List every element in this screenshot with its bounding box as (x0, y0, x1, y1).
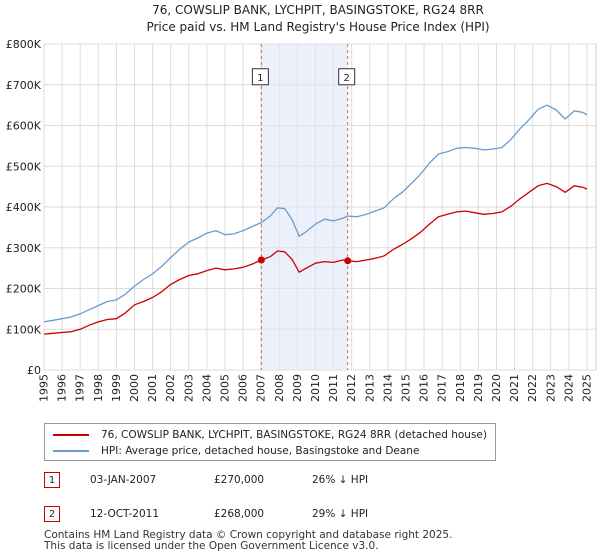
x-tick-label: 2003 (182, 374, 195, 402)
x-axis: 1995 1996 1997 1998 1999 2000 2001 2002 2003 2004… (38, 374, 594, 402)
x-tick-label: 2016 (418, 374, 431, 402)
legend-label-property: 76, COWSLIP BANK, LYCHPIT, BASINGSTOKE, … (101, 429, 487, 441)
series-line-property (43, 182, 588, 335)
sale-label-2: 2 (344, 73, 350, 84)
sale-label-box-2 (338, 68, 356, 86)
sale-date: 03-JAN-2007 (90, 474, 157, 486)
y-tick-label: £100K (6, 323, 42, 336)
x-tick-label: 1996 (56, 374, 69, 402)
sale-label-1: 1 (257, 73, 263, 84)
x-tick-label: 2005 (218, 374, 231, 402)
y-tick-label: £800K (6, 38, 42, 51)
x-tick-label: 2006 (237, 374, 250, 402)
x-tick-label: 1995 (38, 374, 51, 402)
x-tick-label: 2000 (128, 374, 141, 402)
sale-number-badge: 1 (44, 472, 60, 488)
x-tick-label: 2025 (580, 374, 593, 402)
x-tick-label: 2013 (363, 374, 376, 402)
x-tick-label: 2017 (436, 374, 449, 402)
x-tick-label: 2020 (490, 374, 503, 402)
sale-price: £270,000 (214, 474, 265, 486)
legend-swatch-property (53, 434, 89, 436)
x-tick-label: 1998 (92, 374, 105, 402)
x-tick-label: 2007 (255, 374, 268, 402)
sale-price: £268,000 (214, 508, 265, 520)
grid (43, 43, 596, 371)
chart-title: 76, COWSLIP BANK, LYCHPIT, BASINGSTOKE, … (152, 3, 484, 17)
y-tick-label: £0 (27, 364, 41, 377)
legend-item-property: 76, COWSLIP BANK, LYCHPIT, BASINGSTOKE, … (53, 427, 487, 443)
y-axis: £0 £100K £200K £300K £400K £500K £600K £700K £80… (6, 38, 42, 377)
y-tick-label: £200K (6, 283, 42, 296)
y-tick-label: £300K (6, 242, 42, 255)
footer-licence: This data is licensed under the Open Gov… (44, 540, 379, 552)
x-tick-label: 2023 (544, 374, 557, 402)
x-tick-label: 2012 (345, 374, 358, 402)
x-tick-label: 2014 (381, 374, 394, 402)
footer-copyright: Contains HM Land Registry data © Crown c… (44, 529, 453, 541)
sale-date: 12-OCT-2011 (90, 508, 159, 520)
x-tick-label: 2002 (164, 374, 177, 402)
x-tick-label: 1999 (110, 374, 123, 402)
sale-label-box-1 (251, 68, 269, 86)
x-tick-label: 2008 (273, 374, 286, 402)
legend-label-hpi: HPI: Average price, detached house, Basi… (101, 445, 420, 457)
x-tick-label: 2022 (526, 374, 539, 402)
series-line-hpi (43, 104, 588, 323)
sale-hpi-diff: 29% ↓ HPI (312, 508, 369, 520)
x-tick-label: 2024 (562, 374, 575, 402)
sale-point-1 (257, 256, 265, 264)
x-tick-label: 2001 (146, 374, 159, 402)
footer: Contains HM Land Registry data © Crown c… (44, 530, 452, 552)
price-chart: 76, COWSLIP BANK, LYCHPIT, BASINGSTOKE, … (6, 3, 597, 402)
y-tick-label: £600K (6, 120, 42, 133)
legend-item-hpi: HPI: Average price, detached house, Basi… (53, 443, 419, 459)
legend-swatch-hpi (53, 450, 89, 452)
x-tick-label: 2019 (472, 374, 485, 402)
x-tick-label: 2018 (454, 374, 467, 402)
shaded-region (261, 44, 348, 370)
sale-number-badge: 2 (44, 506, 60, 522)
x-tick-label: 2009 (291, 374, 304, 402)
sale-period-shading (260, 44, 349, 370)
x-tick-label: 2010 (309, 374, 322, 402)
chart-subtitle: Price paid vs. HM Land Registry's House … (146, 20, 489, 34)
x-tick-label: 1997 (74, 374, 87, 402)
x-tick-label: 2021 (508, 374, 521, 402)
x-tick-label: 2011 (327, 374, 340, 402)
y-tick-label: £500K (6, 160, 42, 173)
legend: 76, COWSLIP BANK, LYCHPIT, BASINGSTOKE, … (44, 423, 496, 461)
sale-hpi-diff: 26% ↓ HPI (312, 474, 369, 486)
x-tick-label: 2004 (200, 374, 213, 402)
series-lines (43, 104, 588, 335)
y-tick-label: £400K (6, 201, 42, 214)
sale-point-2 (344, 257, 352, 265)
x-tick-label: 2015 (399, 374, 412, 402)
y-tick-label: £700K (6, 79, 42, 92)
